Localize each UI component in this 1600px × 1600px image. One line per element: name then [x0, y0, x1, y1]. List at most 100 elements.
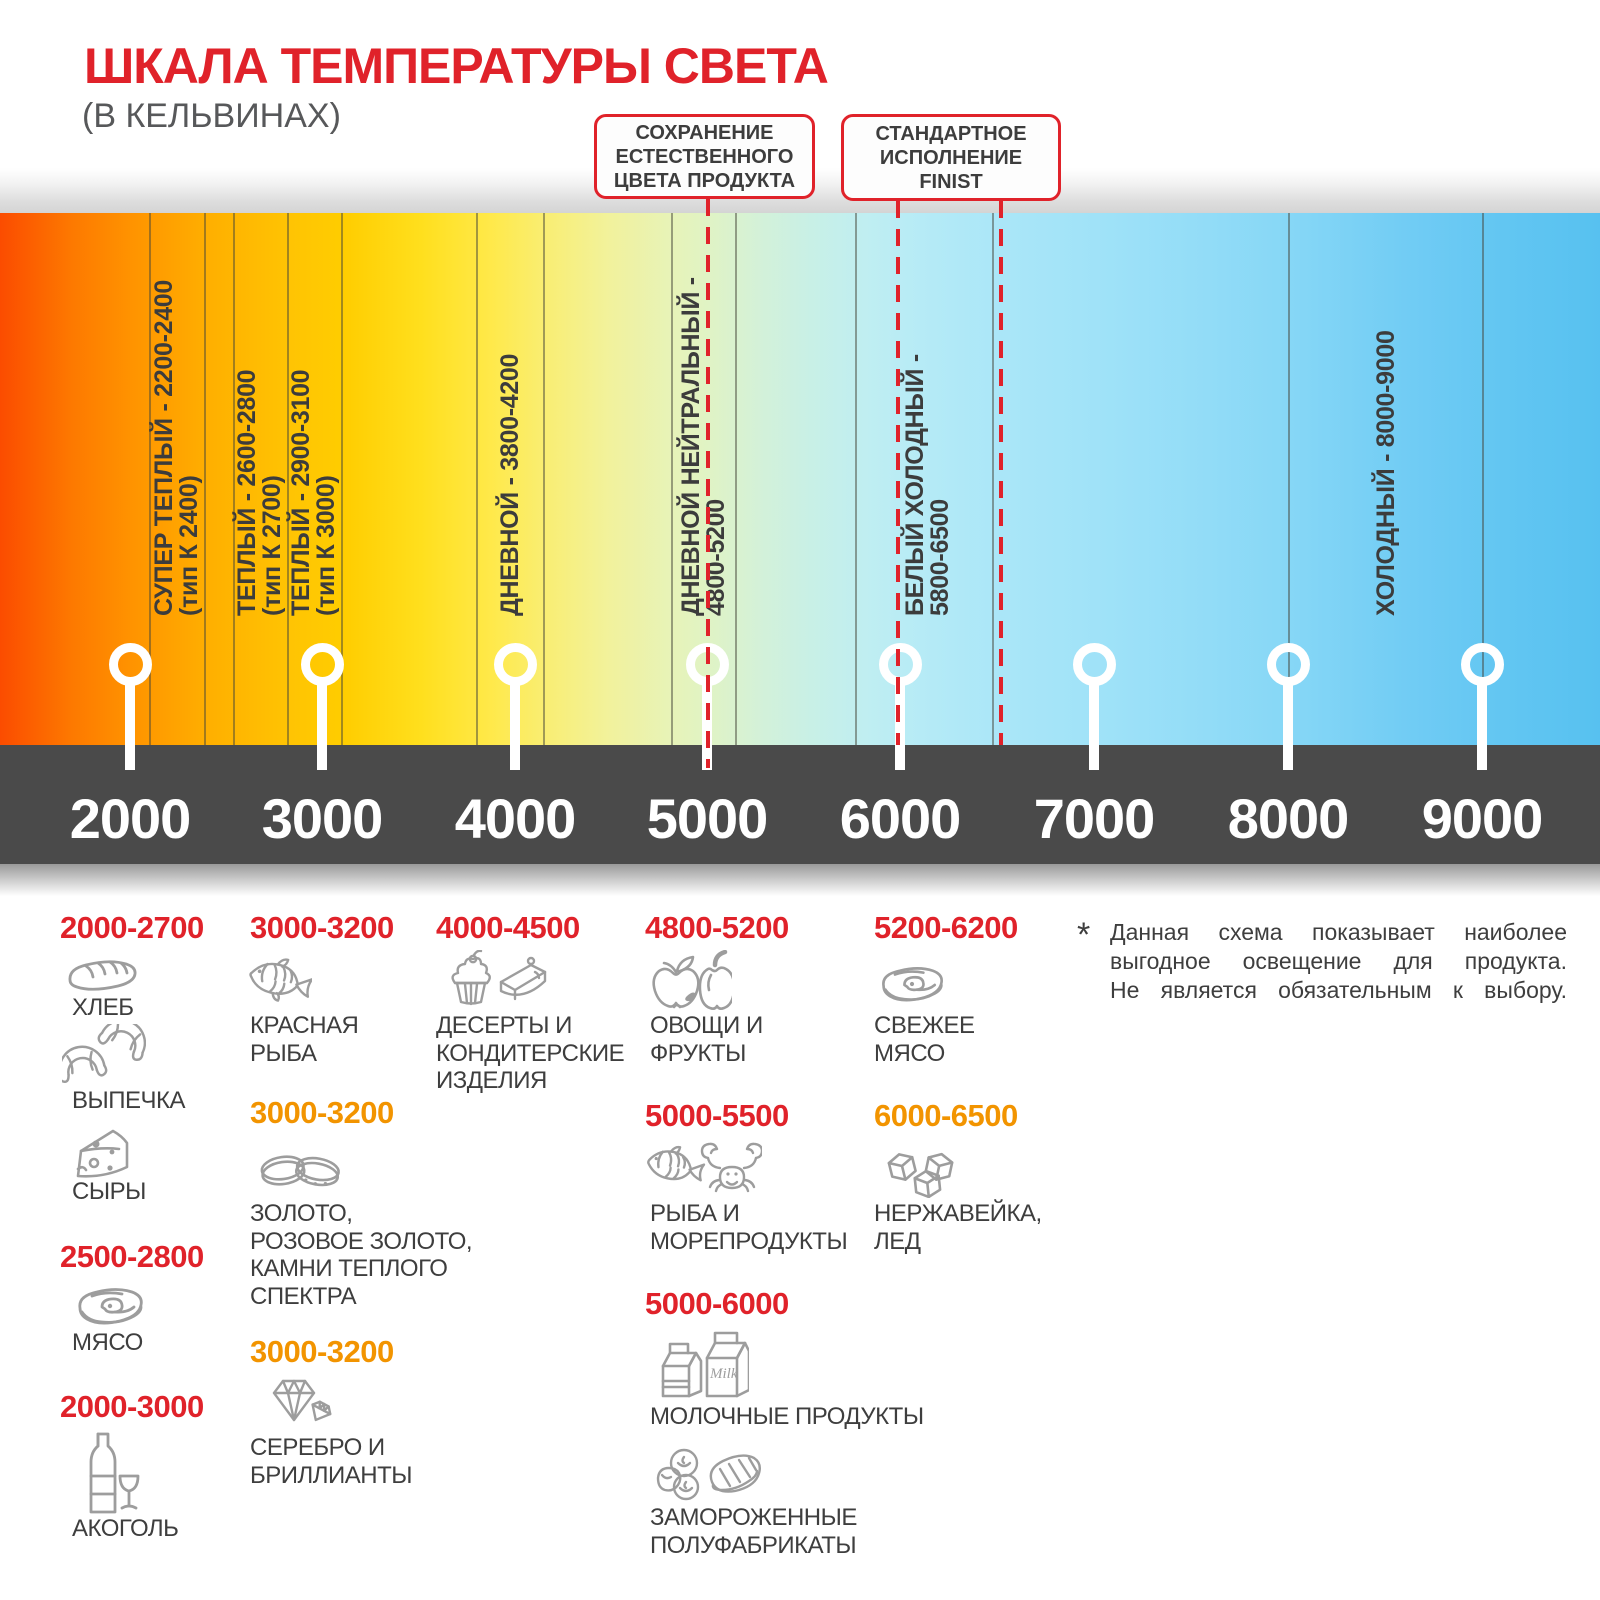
tick-marker-circle	[1460, 642, 1504, 686]
callout-standard-finist: СТАНДАРТНОЕ ИСПОЛНЕНИЕ FINIST	[841, 114, 1061, 201]
zone-boundary-line	[286, 213, 289, 745]
fruits-icon	[648, 950, 732, 1012]
rings-icon	[257, 1142, 343, 1198]
cheese-icon	[72, 1124, 130, 1180]
tick-marker-stem	[1089, 681, 1099, 770]
range-header: 3000-3200	[250, 1334, 394, 1369]
category-label: АКОГОЛЬ	[72, 1515, 179, 1542]
axis-tick-label: 7000	[1033, 787, 1156, 850]
axis-bar-shadow	[0, 864, 1600, 896]
category-label: СЕРЕБРО И БРИЛЛИАНТЫ	[250, 1434, 413, 1489]
range-header: 4800-5200	[645, 910, 789, 945]
range-header: 2000-2700	[60, 910, 204, 945]
tick-marker-stem	[125, 681, 135, 770]
range-header: 2000-3000	[60, 1389, 204, 1424]
desserts-icon	[443, 950, 547, 1012]
range-header: 5000-6000	[645, 1286, 789, 1321]
tick-marker-circle	[493, 642, 537, 686]
axis-tick-label: 6000	[839, 787, 962, 850]
page-title: ШКАЛА ТЕМПЕРАТУРЫ СВЕТА	[84, 38, 829, 94]
category-label: ДЕСЕРТЫ И КОНДИТЕРСКИЕ ИЗДЕЛИЯ	[436, 1012, 625, 1094]
alcohol-icon	[84, 1432, 140, 1516]
category-label: ВЫПЕЧКА	[72, 1087, 186, 1114]
zone-boundary-line	[476, 213, 478, 745]
category-label: ЗАМОРОЖЕННЫЕ ПОЛУФАБРИКАТЫ	[650, 1504, 857, 1559]
category-label: СЫРЫ	[72, 1178, 146, 1205]
zone-label: ДНЕВНОЙ НЕЙТРАЛЬНЫЙ - 4800-5200	[677, 277, 730, 616]
zone-label: ТЕПЛЫЙ - 2900-3100 (тип К 3000)	[287, 369, 340, 616]
seafood-icon	[646, 1140, 762, 1198]
page-subtitle: (В КЕЛЬВИНАХ)	[82, 97, 341, 135]
steak-icon	[72, 1282, 148, 1330]
category-label: МЯСО	[72, 1329, 143, 1356]
zone-boundary-line	[341, 213, 343, 745]
zone-boundary-line	[1482, 213, 1484, 745]
kelvin-gradient-strip: СУПЕР ТЕПЛЫЙ - 2200-2400 (тип К 2400) ТЕП…	[0, 213, 1600, 745]
tick-marker-stem	[317, 681, 327, 770]
fish-icon	[248, 950, 312, 1012]
tick-marker-circle	[108, 642, 152, 686]
zone-boundary-line	[855, 213, 857, 745]
category-label: КРАСНАЯ РЫБА	[250, 1012, 359, 1067]
croissant-icon	[62, 1024, 146, 1090]
footnote: Данная схема показывает наиболее выгодное…	[1110, 918, 1567, 1005]
tick-marker-stem	[895, 681, 905, 770]
zone-boundary-line	[543, 213, 545, 745]
zone-label: БЕЛЫЙ ХОЛОДНЫЙ - 5800-6500	[901, 354, 954, 616]
steak-icon	[876, 960, 948, 1008]
red-dashed-indicator-line	[999, 201, 1003, 745]
footnote-line: Данная схема показывает наиболее	[1110, 919, 1567, 945]
zone-label: ТЕПЛЫЙ - 2600-2800 (тип К 2700)	[233, 369, 286, 616]
milk-icon: Milk	[657, 1328, 749, 1400]
axis-tick-label: 8000	[1227, 787, 1350, 850]
red-dashed-indicator-line	[896, 201, 900, 745]
tick-marker-stem	[1283, 681, 1293, 770]
diamond-icon	[266, 1376, 332, 1424]
range-header: 3000-3200	[250, 1095, 394, 1130]
zone-boundary-line	[1288, 213, 1290, 745]
category-label: МОЛОЧНЫЕ ПРОДУКТЫ	[650, 1403, 924, 1430]
note-asterisk: *	[1077, 916, 1091, 954]
category-label: НЕРЖАВЕЙКА, ЛЕД	[874, 1200, 1042, 1255]
category-label: СВЕЖЕЕ МЯСО	[874, 1012, 975, 1067]
footnote-line: выгодное освещение для продукта.	[1110, 948, 1567, 974]
axis-tick-label: 5000	[646, 787, 769, 850]
zone-boundary-line	[149, 213, 151, 745]
axis-tick-label: 4000	[454, 787, 577, 850]
axis-tick-label: 3000	[261, 787, 384, 850]
footnote-line: Не является обязательным к выбору.	[1110, 977, 1567, 1003]
zone-label: ХОЛОДНЫЙ - 8000-9000	[1371, 330, 1400, 616]
tick-marker-circle	[878, 642, 922, 686]
zone-boundary-line	[992, 213, 994, 745]
category-label: ЗОЛОТО, РОЗОВОЕ ЗОЛОТО, КАМНИ ТЕПЛОГО СП…	[250, 1200, 473, 1310]
tick-marker-stem	[510, 681, 520, 770]
category-label: ОВОЩИ И ФРУКТЫ	[650, 1012, 763, 1067]
range-header: 3000-3200	[250, 910, 394, 945]
range-header: 4000-4500	[436, 910, 580, 945]
range-header: 2500-2800	[60, 1239, 204, 1274]
range-header: 6000-6500	[874, 1098, 1018, 1133]
tick-marker-circle	[300, 642, 344, 686]
zone-boundary-line	[233, 213, 235, 745]
ice-icon	[886, 1148, 962, 1198]
axis-bar: 2000 3000 4000 5000 6000 7000 8000 9000	[0, 745, 1600, 864]
zone-label: ДНЕВНОЙ - 3800-4200	[495, 353, 524, 616]
axis-tick-label: 2000	[69, 787, 192, 850]
red-dashed-indicator-line	[706, 199, 710, 768]
zone-boundary-line	[735, 213, 737, 745]
range-header: 5200-6200	[874, 910, 1018, 945]
tick-marker-circle	[1072, 642, 1116, 686]
tick-marker-stem	[1477, 681, 1487, 770]
axis-tick-label: 9000	[1421, 787, 1544, 850]
category-label: ХЛЕБ	[72, 994, 134, 1021]
svg-text:Milk: Milk	[709, 1366, 738, 1382]
bread-icon	[66, 955, 138, 995]
callout-natural-color: СОХРАНЕНИЕ ЕСТЕСТВЕННОГО ЦВЕТА ПРОДУКТА	[594, 114, 815, 199]
zone-boundary-line	[671, 213, 673, 745]
category-label: РЫБА И МОРЕПРОДУКТЫ	[650, 1200, 848, 1255]
zone-boundary-line	[204, 213, 206, 745]
zone-label: СУПЕР ТЕПЛЫЙ - 2200-2400 (тип К 2400)	[150, 279, 203, 616]
tick-marker-circle	[1266, 642, 1310, 686]
frozen-icon	[650, 1444, 762, 1502]
range-header: 5000-5500	[645, 1098, 789, 1133]
